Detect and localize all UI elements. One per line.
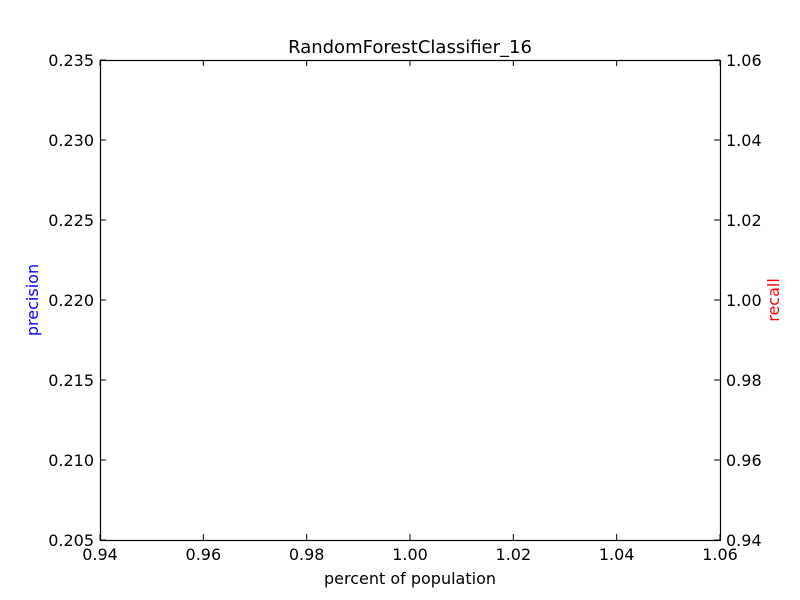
x-axis: 0.94 0.96 0.98 1.00 1.02 1.04 1.06 (82, 60, 738, 564)
left-y-tick-label: 0.235 (48, 51, 94, 70)
x-tick-label: 1.06 (702, 545, 738, 564)
left-y-tick-label: 0.220 (48, 291, 94, 310)
right-y-axis-label: recall (764, 278, 783, 322)
right-y-tick-label: 1.02 (726, 211, 762, 230)
x-tick-label: 0.98 (289, 545, 325, 564)
right-y-tick-label: 0.96 (726, 451, 762, 470)
right-y-tick-label: 0.94 (726, 531, 762, 550)
x-tick-label: 1.02 (496, 545, 532, 564)
left-y-tick-label: 0.215 (48, 371, 94, 390)
x-tick-label: 0.94 (82, 545, 118, 564)
left-y-tick-label: 0.225 (48, 211, 94, 230)
right-y-tick-label: 1.00 (726, 291, 762, 310)
x-tick-label: 1.04 (599, 545, 635, 564)
left-y-tick-label: 0.210 (48, 451, 94, 470)
left-y-axis-label: precision (23, 264, 42, 336)
left-y-tick-label: 0.230 (48, 131, 94, 150)
right-y-tick-label: 1.06 (726, 51, 762, 70)
chart-title: RandomForestClassifier_16 (288, 37, 532, 58)
left-y-axis: 0.205 0.210 0.215 0.220 0.225 0.230 0.235 (48, 51, 106, 550)
left-y-tick-label: 0.205 (48, 531, 94, 550)
x-tick-label: 0.96 (186, 545, 222, 564)
plot-frame (99, 59, 722, 542)
right-y-tick-label: 1.04 (726, 131, 762, 150)
x-tick-label: 1.00 (392, 545, 428, 564)
right-y-tick-label: 0.98 (726, 371, 762, 390)
x-axis-label: percent of population (324, 569, 496, 588)
right-y-axis: 0.94 0.96 0.98 1.00 1.02 1.04 1.06 (714, 51, 762, 550)
